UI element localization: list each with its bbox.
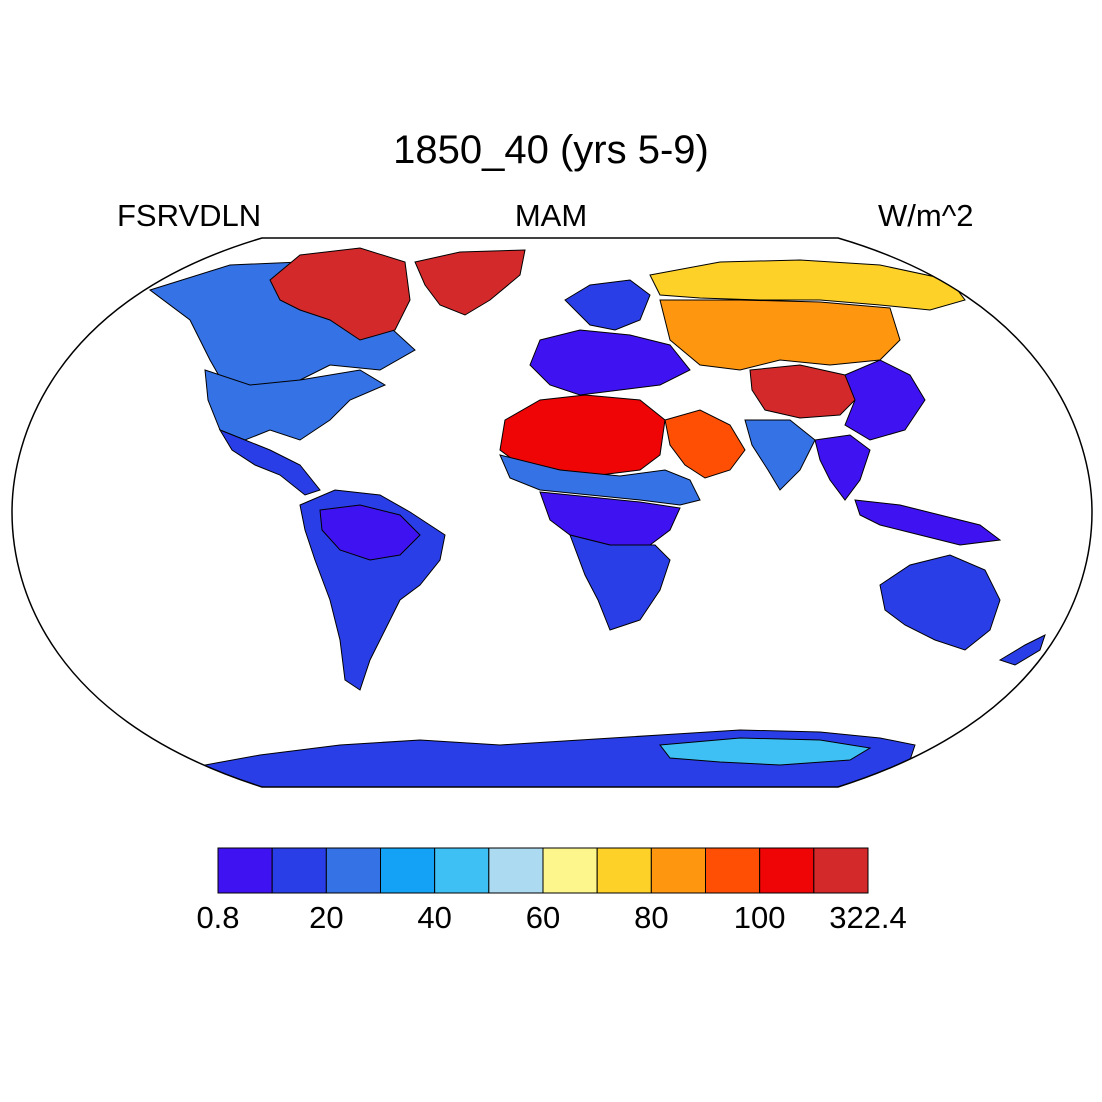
region-antarctica-interior — [659, 737, 872, 766]
region-mexico — [218, 428, 321, 496]
region-arabia — [664, 409, 746, 479]
region-new-zealand — [998, 634, 1046, 666]
colorbar-cell — [813, 847, 869, 894]
region-india — [744, 419, 816, 491]
region-europe — [529, 329, 691, 396]
colorbar-cell — [705, 847, 761, 894]
colorbar-cell — [759, 847, 815, 894]
region-greenland — [414, 249, 526, 316]
colorbar-cell — [380, 847, 436, 894]
region-amazon — [319, 504, 421, 561]
colorbar-tick-label: 20 — [309, 900, 344, 935]
region-sahel — [499, 454, 701, 506]
region-china — [844, 359, 926, 441]
colorbar-cell — [650, 847, 706, 894]
region-indonesia — [854, 499, 1002, 546]
region-australia — [879, 554, 1001, 651]
colorbar-tick-label: 60 — [525, 900, 561, 935]
colorbar-cell — [542, 847, 598, 894]
region-africa-south — [569, 534, 671, 631]
region-congo — [539, 491, 681, 546]
colorbar-tick-label: 100 — [733, 900, 786, 935]
globe-outline — [11, 237, 1093, 788]
region-siberia — [649, 259, 966, 311]
colorbar-cell — [217, 847, 273, 894]
region-tibet — [749, 364, 861, 419]
colorbar-tick-label: 40 — [417, 900, 452, 935]
map-title: 1850_40 (yrs 5-9) — [393, 128, 709, 172]
colorbar-cell — [325, 847, 382, 894]
region-central-asia — [659, 299, 901, 371]
region-southeast-asia — [814, 434, 871, 501]
region-scandinavia — [564, 279, 651, 331]
colorbar-tick-label: 0.8 — [196, 900, 240, 935]
colorbar-cell — [596, 847, 652, 894]
season-label: MAM — [514, 198, 588, 233]
variable-label: FSRVDLN — [117, 198, 262, 233]
colorbar-tick-label: 80 — [634, 900, 669, 935]
units-label: W/m^2 — [878, 198, 974, 233]
colorbar-cell — [488, 847, 544, 894]
colorbar-tick-label: 322.4 — [829, 900, 907, 935]
colorbar-cell — [271, 847, 327, 894]
colorbar-cell — [434, 847, 490, 894]
region-canada-arctic — [269, 247, 411, 341]
